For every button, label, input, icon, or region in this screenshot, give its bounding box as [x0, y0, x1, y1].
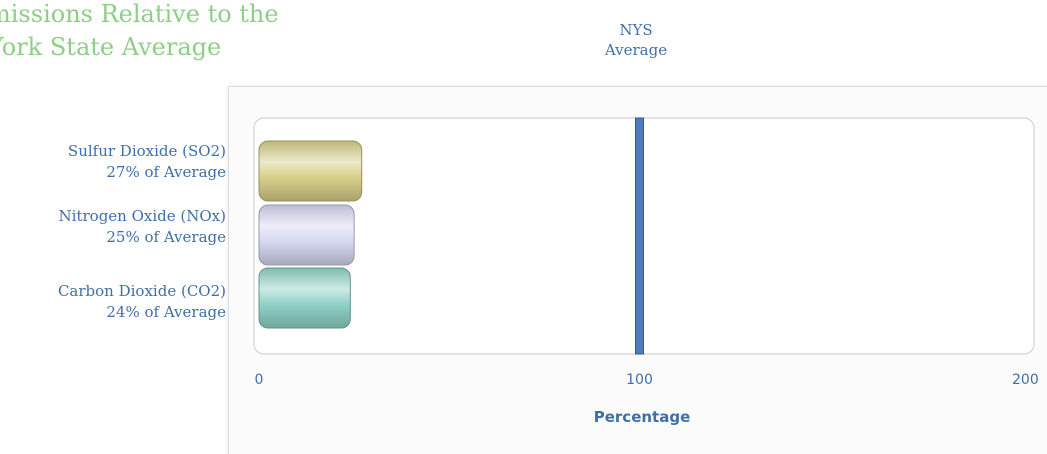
category-label-co2: Carbon Dioxide (CO2) 24% of Average: [0, 281, 226, 323]
reference-layer: [635, 117, 644, 355]
category-sublabel-so2: 27% of Average: [106, 163, 226, 181]
bar-co2: [258, 267, 351, 329]
category-name-so2: Sulfur Dioxide (SO2): [67, 142, 226, 160]
reference-line-caption: NYS Average: [566, 20, 706, 60]
category-label-so2: Sulfur Dioxide (SO2) 27% of Average: [0, 141, 226, 183]
reference-line-nys-average: [635, 117, 644, 355]
bars-layer: [258, 140, 363, 329]
chart-title-line-2: York State Average: [0, 33, 222, 61]
x-tick-200: 200: [1012, 372, 1039, 388]
category-name-co2: Carbon Dioxide (CO2): [57, 282, 226, 300]
chart-title-line-1: missions Relative to the: [0, 0, 279, 28]
bar-nox: [258, 204, 355, 266]
x-axis-ticks: 0 100 200: [255, 372, 1039, 388]
x-tick-100: 100: [626, 372, 653, 388]
x-tick-0: 0: [255, 372, 264, 388]
bar-so2: [258, 140, 363, 202]
category-label-nox: Nitrogen Oxide (NOx) 25% of Average: [0, 206, 226, 248]
reference-caption-line-1: NYS: [619, 21, 653, 39]
x-axis-title: Percentage: [594, 408, 691, 426]
category-name-nox: Nitrogen Oxide (NOx): [58, 207, 226, 225]
reference-caption-line-2: Average: [604, 41, 668, 59]
category-sublabel-co2: 24% of Average: [106, 303, 226, 321]
category-sublabel-nox: 25% of Average: [106, 228, 226, 246]
chart-title: missions Relative to the York State Aver…: [0, 0, 408, 64]
